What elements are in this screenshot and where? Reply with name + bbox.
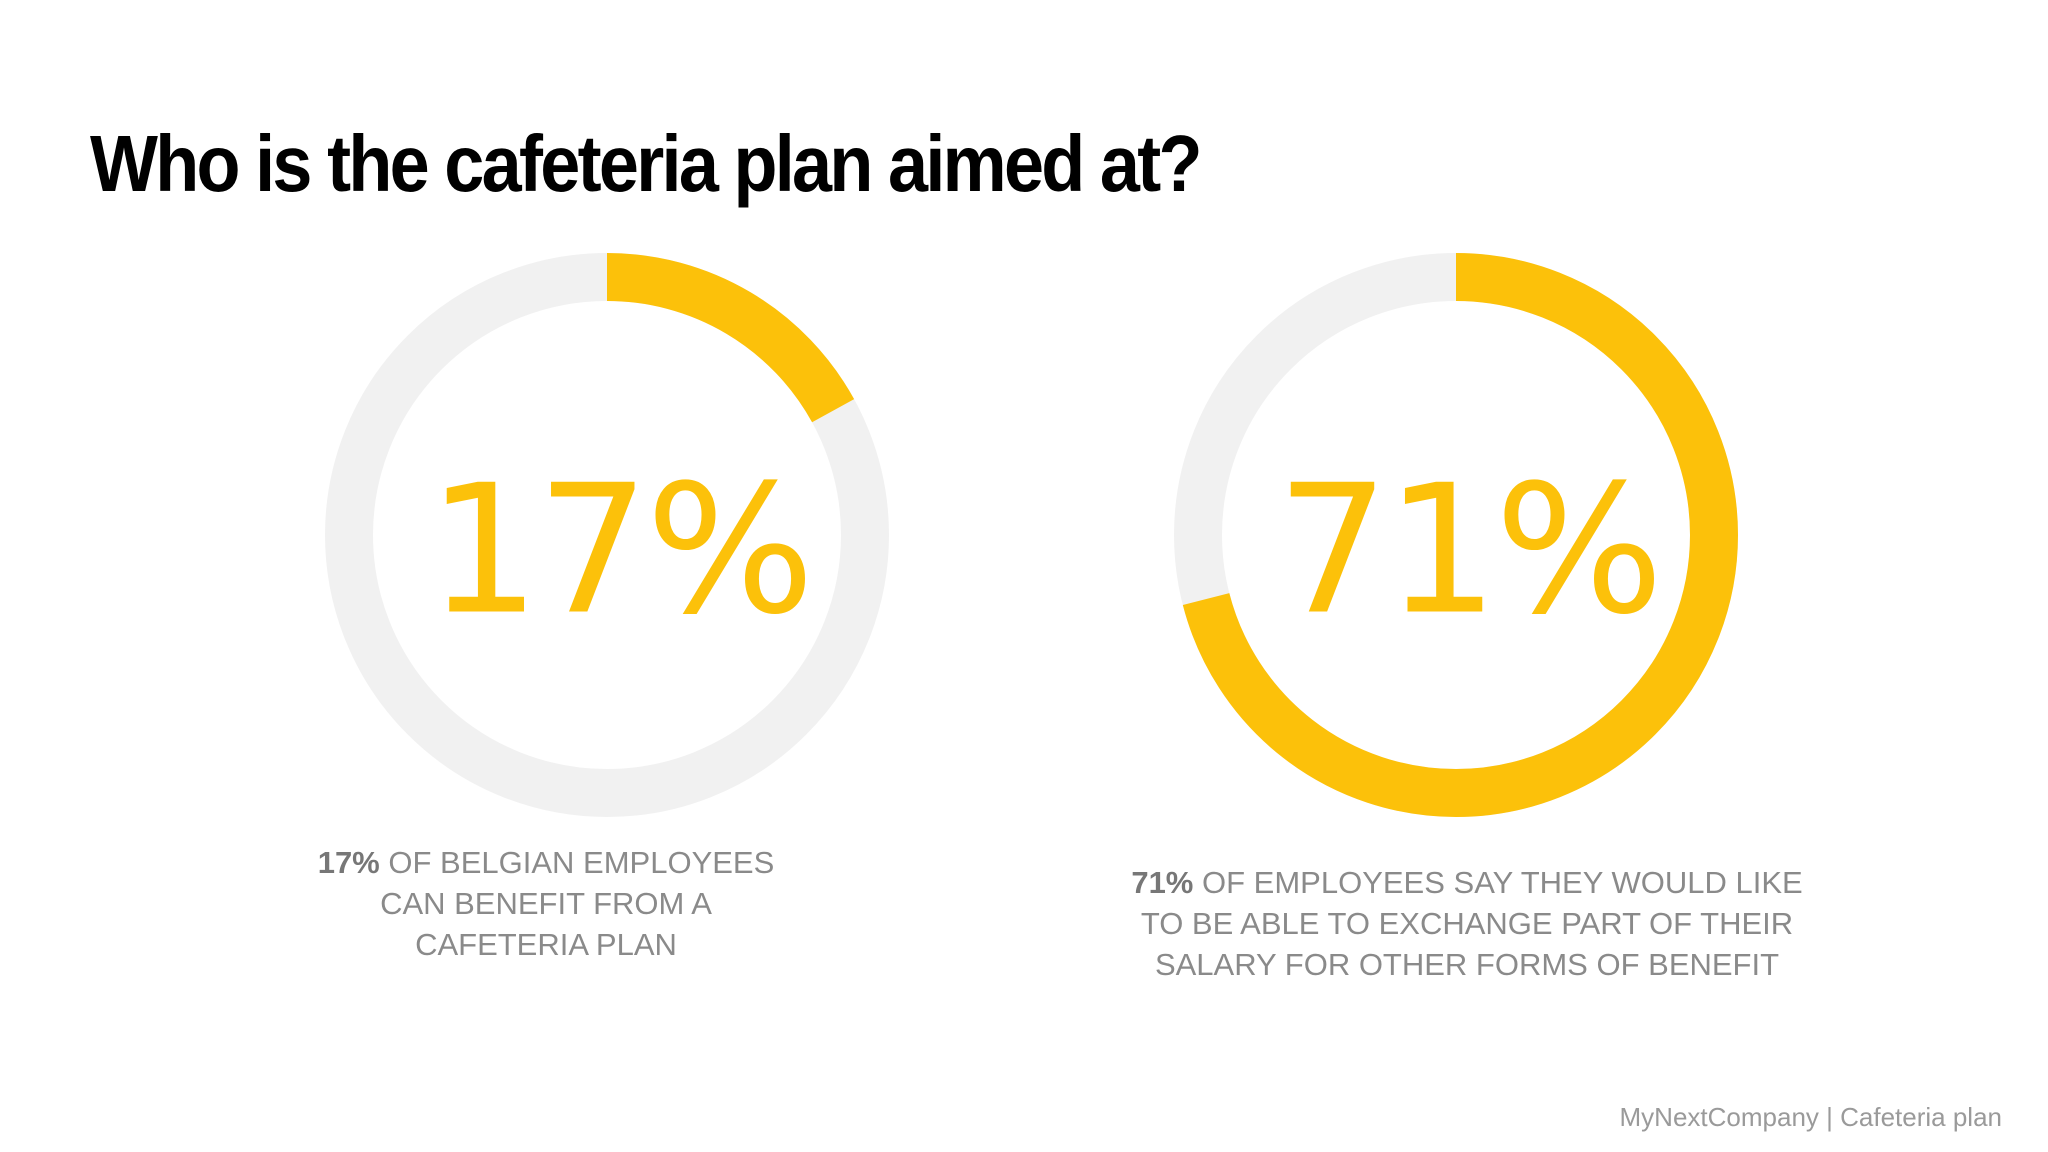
caption-text: OF BELGIAN EMPLOYEES CAN BENEFIT FROM A … xyxy=(380,845,775,962)
caption-value: 17% xyxy=(317,845,380,880)
slide-title: Who is the cafeteria plan aimed at? xyxy=(90,119,1202,208)
caption: 71% OF EMPLOYEES SAY THEY WOULD LIKE TO … xyxy=(1110,862,1824,985)
caption-value: 71% xyxy=(1131,865,1194,900)
donut-value: 17% xyxy=(427,447,811,654)
caption-text: OF EMPLOYEES SAY THEY WOULD LIKE TO BE A… xyxy=(1140,865,1803,982)
footer: MyNextCompany | Cafeteria plan xyxy=(1619,1102,2002,1132)
caption: 17% OF BELGIAN EMPLOYEES CAN BENEFIT FRO… xyxy=(300,842,792,965)
donut-value: 71% xyxy=(1276,447,1660,654)
donut-arc xyxy=(325,253,889,817)
donut-arc xyxy=(1174,253,1738,817)
